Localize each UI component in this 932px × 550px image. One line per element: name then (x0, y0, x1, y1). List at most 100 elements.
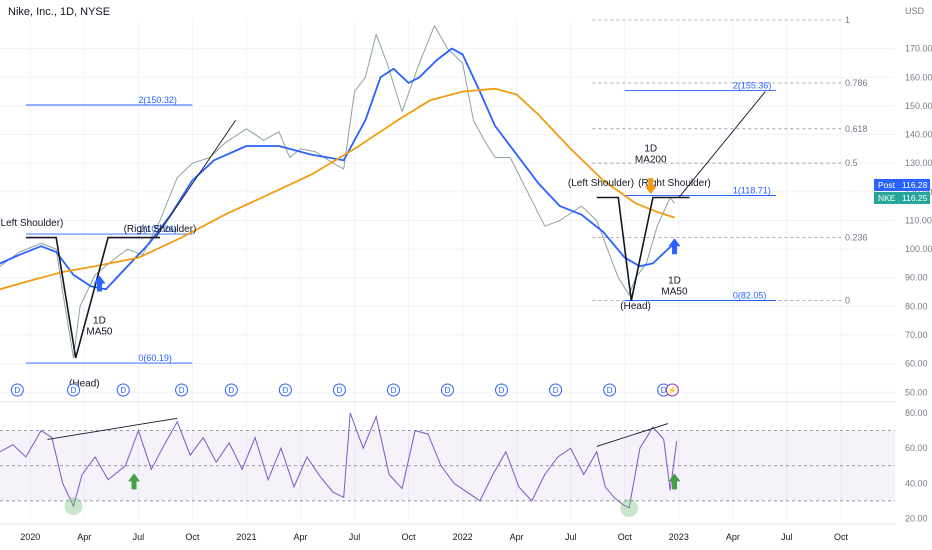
dividend-marker-icon (10, 383, 24, 397)
moving-average-arrow-icon (668, 238, 681, 255)
price-badge-value: 116.25 (902, 193, 928, 203)
dividend-marker-letter: D (607, 386, 613, 395)
chart-annotation: (Right Shoulder) (638, 178, 711, 189)
time-axis-label: 2023 (669, 532, 689, 542)
fib-retracement-label: 0.236 (845, 233, 868, 243)
time-axis-label: Oct (834, 532, 849, 542)
dividend-marker-letter: D (391, 386, 397, 395)
rsi-line (0, 412, 678, 509)
price-scale-currency: USD (905, 6, 925, 16)
time-axis-label: 2022 (453, 532, 473, 542)
fib-extension-label: 2(150.32) (138, 95, 177, 105)
dividend-marker-icon (67, 383, 81, 397)
time-axis-label: Jul (133, 532, 145, 542)
price-scale-tick: 170.00 (905, 44, 932, 54)
fib-extension-label: 0(82.05) (733, 290, 767, 300)
rsi-scale-tick: 80.00 (905, 408, 928, 418)
rsi-buy-arrow-icon (128, 473, 141, 490)
price-badge (874, 179, 930, 191)
moving-average-arrow-icon (93, 275, 106, 292)
time-axis-label: Jul (781, 532, 793, 542)
fib-retracement-label: 0.5 (845, 158, 858, 168)
chart-annotation: (Left Shoulder) (0, 218, 63, 229)
chart-annotation: (Right Shoulder) (124, 224, 197, 235)
fib-extension-label: 0(60.19) (138, 353, 172, 363)
time-axis-label: Apr (77, 532, 91, 542)
moving-average-arrow-icon (644, 178, 657, 195)
dividend-marker-letter: D (445, 386, 451, 395)
chart-annotation: 1D (93, 316, 106, 327)
dividend-marker-icon (386, 383, 400, 397)
time-axis-label: Oct (185, 532, 200, 542)
dividend-marker-letter: D (553, 386, 559, 395)
rsi-oversold-marker (620, 498, 639, 517)
price-badge-value: 116.28 (902, 180, 928, 190)
dividend-marker-letter: D (661, 386, 667, 395)
time-axis-label: 2021 (236, 532, 256, 542)
chart-annotation: (Left Shoulder) (568, 178, 634, 189)
dividend-marker-icon (278, 383, 292, 397)
dividend-marker-icon (549, 383, 563, 397)
price-scale-tick: 140.00 (905, 130, 932, 140)
chart-annotation: MA200 (635, 155, 667, 166)
dividend-marker-icon (441, 383, 454, 397)
time-axis-label: Apr (510, 532, 524, 542)
dividend-marker-icon (175, 383, 189, 397)
fib-retracement-label: 1 (845, 15, 850, 25)
chart-annotation: MA50 (86, 327, 113, 338)
dividend-marker-letter: D (499, 386, 505, 395)
dividend-marker-icon (116, 383, 130, 397)
price-scale-tick: 120.00 (905, 187, 932, 197)
time-axis-label: Jul (349, 532, 361, 542)
chart-annotation: 1D (644, 144, 657, 155)
rsi-scale-tick: 60.00 (905, 443, 928, 453)
fib-extension-label: 2(155.36) (733, 81, 772, 91)
price-scale-tick: 80.00 (905, 301, 928, 311)
price-badge (874, 192, 930, 204)
rsi-scale-tick: 40.00 (905, 478, 928, 488)
chart-title: Nike, Inc., 1D, NYSE (8, 6, 111, 18)
dividend-marker-letter: D (228, 386, 234, 395)
price-scale-tick: 60.00 (905, 359, 928, 369)
dividend-marker-icon (224, 383, 238, 397)
series-line-nke (0, 25, 675, 359)
dividend-marker-letter: D (337, 386, 343, 395)
rsi-oversold-marker (64, 497, 83, 516)
price-scale-tick: 110.00 (905, 215, 932, 225)
target-projection-line (678, 91, 766, 198)
time-axis-label: 2020 (20, 532, 40, 542)
target-projection-line (155, 119, 237, 238)
price-scale-tick: 130.00 (905, 158, 932, 168)
chart-annotation: (Head) (69, 379, 100, 390)
series-line-1d-ma200 (0, 87, 675, 291)
series-line-1d-ma50 (0, 47, 676, 291)
earnings-marker-glyph: ⚡ (667, 385, 677, 395)
dividend-marker-letter: D (120, 386, 126, 395)
fib-extension-label: 1(105.26) (138, 224, 177, 234)
head-shoulders-pattern (25, 236, 160, 359)
dividend-marker-icon (332, 383, 346, 397)
price-badge-label: NKE (878, 193, 896, 203)
chart-annotation: 1D (668, 275, 681, 286)
price-scale-tick: 50.00 (905, 387, 928, 397)
time-axis-label: Apr (726, 532, 740, 542)
price-badge-label: Post (878, 180, 896, 190)
time-axis-label: Apr (293, 532, 307, 542)
time-axis-label: Oct (618, 532, 633, 542)
dividend-marker-icon (603, 383, 617, 397)
price-scale-tick: 90.00 (905, 273, 928, 283)
dividend-marker-letter: D (282, 386, 288, 395)
price-scale-tick: 70.00 (905, 330, 928, 340)
time-axis-label: Oct (402, 532, 417, 542)
rsi-scale-tick: 20.00 (905, 513, 928, 523)
chart-annotation: MA50 (661, 286, 688, 297)
earnings-marker-icon (665, 383, 679, 397)
time-axis-label: Jul (565, 532, 577, 542)
rsi-divergence-line (47, 417, 178, 440)
price-scale-tick: 160.00 (905, 72, 932, 82)
fib-extension-label: 1(118.71) (733, 186, 771, 196)
head-shoulders-pattern (596, 196, 690, 301)
rsi-buy-arrow-icon (668, 473, 681, 490)
